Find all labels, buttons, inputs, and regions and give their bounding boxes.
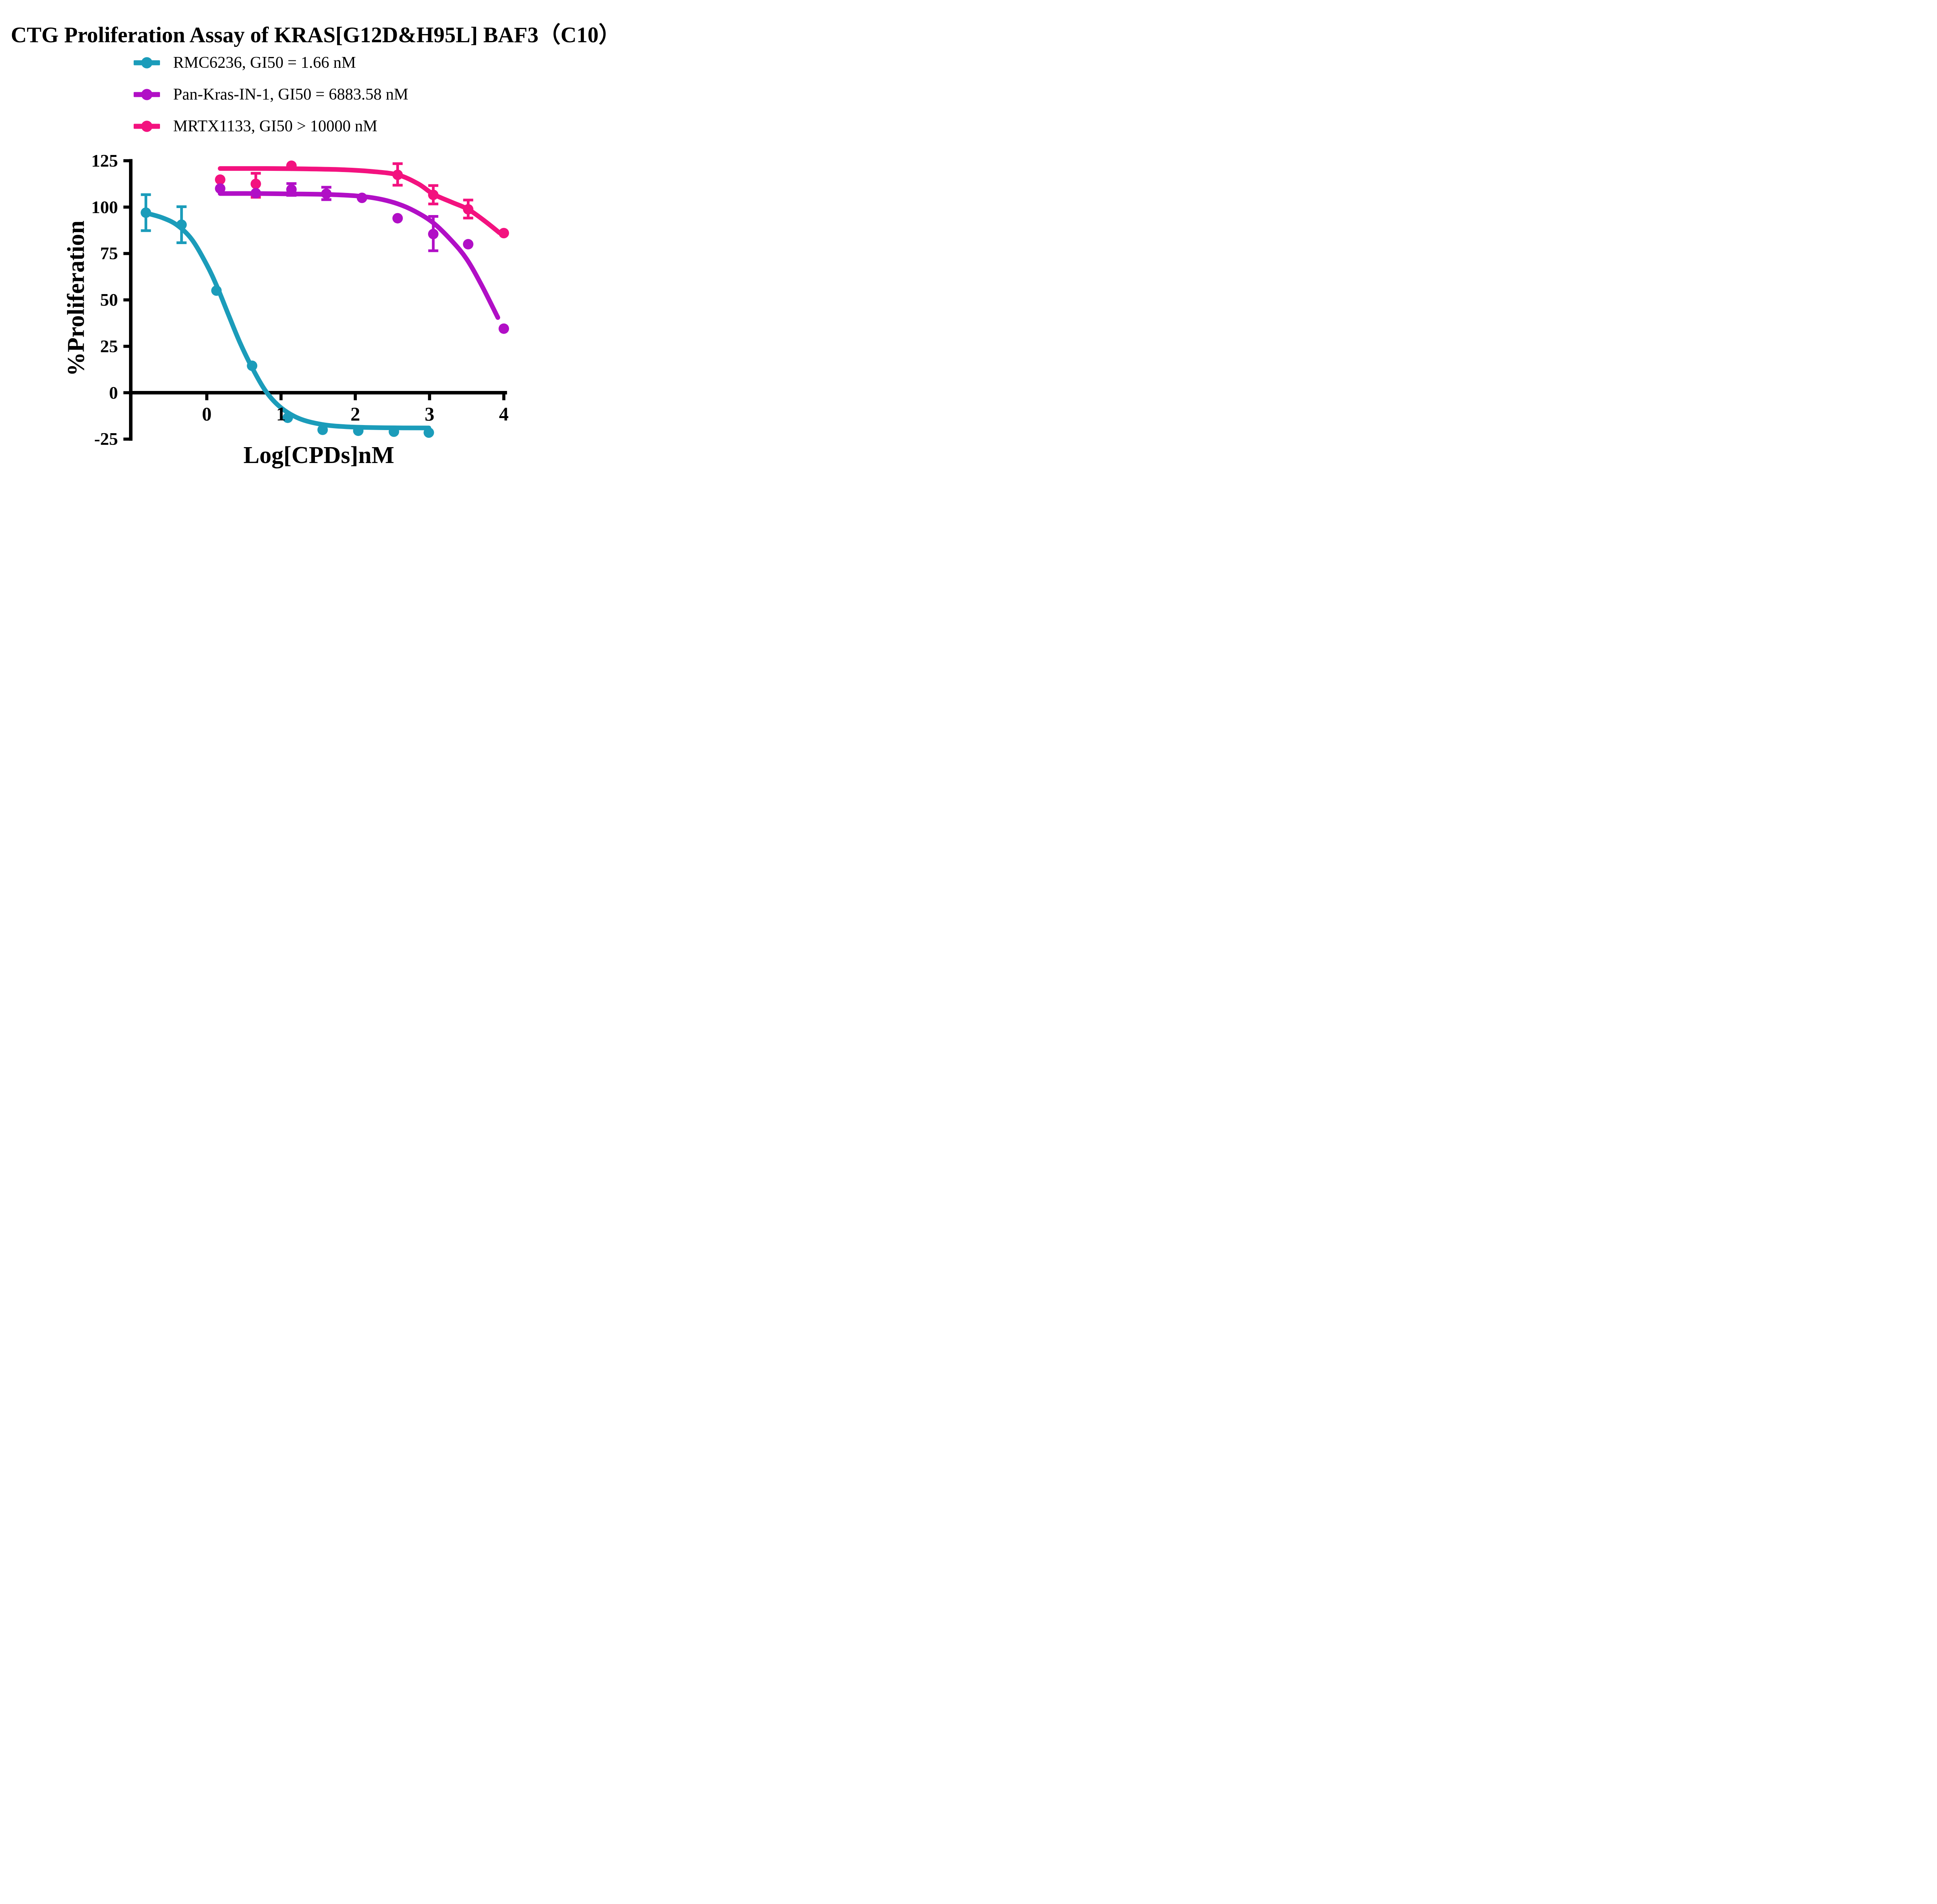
- legend-marker-rmc6236: [134, 57, 160, 69]
- x-tick-label: 0: [202, 403, 212, 425]
- point-pan-kras-in-1: [250, 188, 261, 199]
- x-tick-label: 3: [425, 403, 435, 425]
- point-pan-kras-in-1: [356, 193, 367, 203]
- y-tick-label: 25: [100, 336, 118, 356]
- y-tick-label: 50: [100, 290, 118, 310]
- point-rmc6236: [353, 425, 364, 436]
- point-rmc6236: [176, 219, 187, 230]
- legend-label-rmc6236: RMC6236, GI50 = 1.66 nM: [173, 54, 356, 72]
- legend-item-mrtx1133: MRTX1133, GI50 > 10000 nM: [134, 110, 408, 142]
- chart-canvas: CTG Proliferation Assay of KRAS[G12D&H95…: [0, 0, 631, 476]
- legend-item-rmc6236: RMC6236, GI50 = 1.66 nM: [134, 47, 408, 79]
- legend-marker-mrtx1133: [134, 121, 160, 132]
- legend-item-pan-kras-in-1: Pan-Kras-IN-1, GI50 = 6883.58 nM: [134, 79, 408, 110]
- point-rmc6236: [317, 424, 328, 435]
- legend-marker-pan-kras-in-1: [134, 89, 160, 100]
- y-tick-label: -25: [94, 429, 118, 449]
- point-pan-kras-in-1: [428, 229, 439, 239]
- point-mrtx1133: [463, 204, 473, 215]
- point-pan-kras-in-1: [463, 239, 473, 250]
- point-pan-kras-in-1: [321, 188, 332, 199]
- point-pan-kras-in-1: [499, 323, 509, 334]
- point-rmc6236: [141, 207, 151, 218]
- point-pan-kras-in-1: [286, 184, 297, 195]
- legend: RMC6236, GI50 = 1.66 nM Pan-Kras-IN-1, G…: [134, 47, 408, 142]
- y-tick-label: 75: [100, 243, 118, 263]
- x-tick-label: 4: [499, 403, 509, 425]
- point-rmc6236: [389, 426, 399, 437]
- y-tick-label: 125: [91, 150, 118, 170]
- y-tick-label: 100: [91, 197, 118, 217]
- point-rmc6236: [423, 427, 434, 438]
- curve-pan-kras-in-1: [218, 191, 501, 320]
- point-mrtx1133: [392, 169, 403, 180]
- x-tick-label: 1: [276, 403, 286, 425]
- point-pan-kras-in-1: [392, 213, 403, 224]
- chart-title: CTG Proliferation Assay of KRAS[G12D&H95…: [10, 23, 621, 47]
- x-tick-label: 2: [350, 403, 360, 425]
- point-rmc6236: [247, 360, 258, 371]
- point-mrtx1133: [215, 174, 225, 185]
- legend-label-mrtx1133: MRTX1133, GI50 > 10000 nM: [173, 117, 378, 135]
- curve-rmc6236: [143, 210, 431, 430]
- point-pan-kras-in-1: [215, 183, 225, 194]
- x-axis-title: Log[CPDs]nM: [243, 442, 394, 468]
- plot-area: [123, 159, 509, 441]
- point-rmc6236: [282, 412, 293, 423]
- point-rmc6236: [211, 285, 222, 296]
- point-mrtx1133: [286, 160, 297, 171]
- point-mrtx1133: [499, 228, 509, 239]
- point-mrtx1133: [428, 189, 439, 200]
- point-mrtx1133: [250, 179, 261, 189]
- y-tick-label: 0: [109, 382, 118, 403]
- legend-label-pan-kras-in-1: Pan-Kras-IN-1, GI50 = 6883.58 nM: [173, 86, 408, 103]
